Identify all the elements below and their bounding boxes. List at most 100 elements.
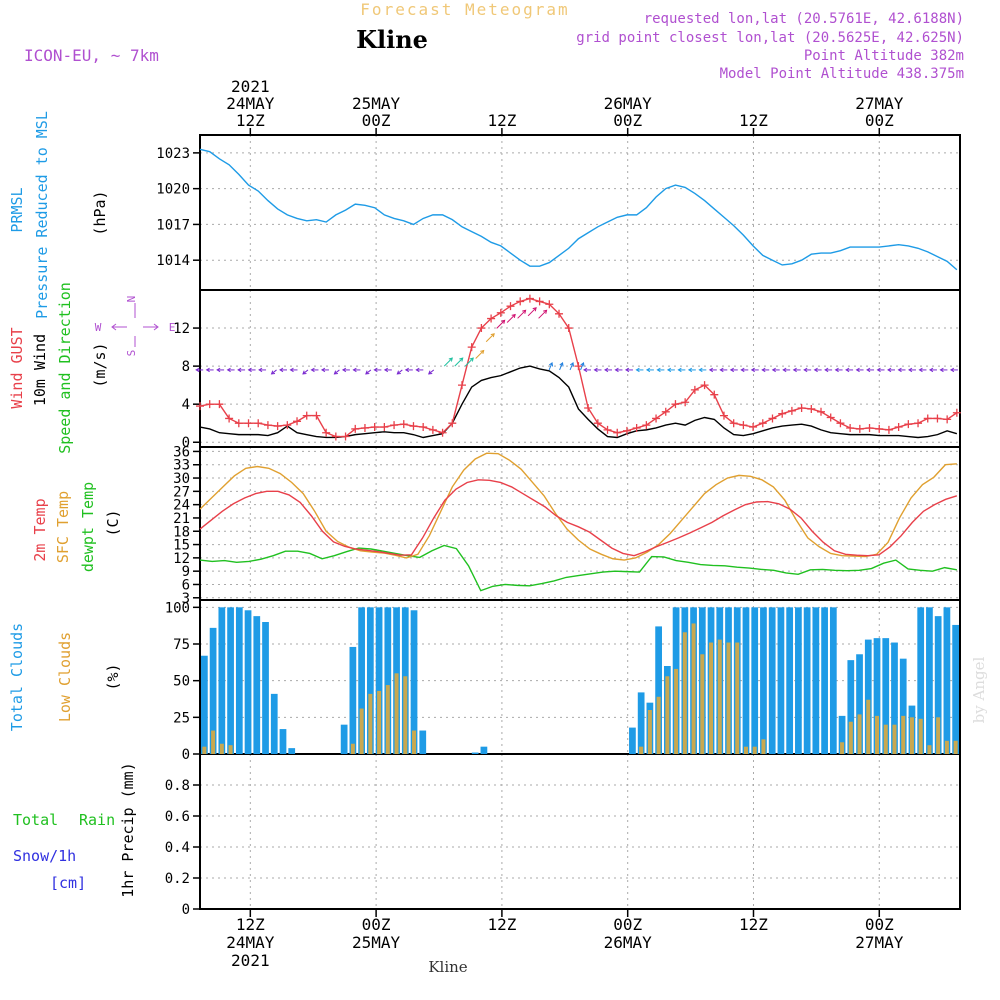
- wind-dir-head: [918, 367, 923, 373]
- low-cloud-bar: [743, 746, 748, 754]
- gust-marker: [836, 419, 845, 428]
- wind-dir-head: [396, 370, 401, 375]
- low-cloud-bar: [377, 690, 382, 754]
- total-cloud-bar: [864, 639, 872, 754]
- total-cloud-bar: [253, 616, 261, 754]
- total-cloud-bar: [751, 607, 759, 754]
- total-cloud-bar: [366, 607, 374, 754]
- temp-dew-label: dewpt Temp: [79, 482, 97, 572]
- total-cloud-bar: [899, 658, 907, 754]
- low-cloud-bar: [717, 639, 722, 754]
- gust-marker: [613, 428, 622, 437]
- total-cloud-bar: [375, 607, 383, 754]
- total-cloud-bar: [235, 607, 243, 754]
- y-tick-label: 0.2: [165, 871, 190, 887]
- footer-location: Kline: [428, 958, 467, 976]
- x-label-bottom: 2021: [231, 951, 270, 970]
- low-cloud-bar: [211, 730, 216, 754]
- gust-marker: [904, 420, 913, 429]
- low-cloud-bar: [918, 718, 923, 754]
- wind-dir-arrow: [334, 369, 340, 375]
- x-label-top: 00Z: [865, 111, 894, 130]
- y-tick-label: 25: [173, 710, 190, 726]
- gust-marker: [351, 424, 360, 433]
- gust-marker: [923, 414, 932, 423]
- wind-dir-head: [729, 367, 735, 373]
- total-cloud-bar: [891, 642, 898, 754]
- gust-marker: [807, 404, 816, 413]
- temp-2m-line: [199, 479, 958, 557]
- gust-marker: [758, 419, 767, 428]
- gust-marker: [865, 423, 874, 432]
- low-cloud-bar: [656, 696, 661, 754]
- gust-marker: [283, 421, 292, 430]
- wind-dir-head: [677, 367, 682, 373]
- gust-marker: [428, 425, 437, 434]
- wind-dir-head: [887, 367, 892, 373]
- low-cloud-bar: [735, 642, 740, 754]
- x-label-bottom: 12Z: [739, 915, 768, 934]
- wind-dir-head: [302, 370, 307, 375]
- gust-marker: [341, 432, 350, 441]
- total-cloud-bar: [270, 693, 278, 754]
- gust-marker: [846, 423, 855, 432]
- wind-dir-head: [352, 367, 357, 373]
- wind-dir-head: [247, 367, 252, 373]
- wind-dir-arrow: [302, 369, 309, 375]
- wind-dir-head: [559, 362, 564, 367]
- pressure-msl-label: Pressure Reduced to MSL: [33, 111, 51, 319]
- low-cloud-bar: [892, 724, 897, 754]
- rain-label: Rain: [79, 811, 115, 829]
- wind-dir-head: [404, 367, 410, 373]
- wind-dir-arrow: [548, 362, 553, 371]
- x-label-bottom: 00Z: [865, 915, 894, 934]
- x-label-top: 12Z: [236, 111, 265, 130]
- gust-marker: [360, 423, 369, 432]
- wind-dir-head: [645, 367, 651, 373]
- wind-dir-head: [604, 367, 609, 373]
- total-cloud-bar: [419, 730, 427, 754]
- gust-marker: [448, 419, 457, 428]
- wind-dir-head: [866, 367, 871, 373]
- model-altitude: Model Point Altitude 438.375m: [720, 66, 964, 82]
- low-cloud-bar: [883, 724, 888, 754]
- gust-marker: [302, 411, 311, 420]
- total-cloud-bar: [480, 746, 488, 754]
- y-tick-label: 1017: [156, 217, 190, 233]
- total-cloud-bar: [760, 607, 767, 754]
- wind-dir-head: [415, 367, 420, 373]
- panel-frame: [199, 134, 961, 291]
- total-clouds-label: Total Clouds: [8, 623, 26, 731]
- wind-dir-head: [289, 367, 294, 373]
- sfc-temp-line: [199, 452, 957, 561]
- wind-dir-head: [908, 367, 913, 373]
- gust-marker: [496, 308, 505, 317]
- gust-marker: [380, 423, 389, 432]
- gust-marker: [525, 294, 534, 303]
- x-label-bottom: 25MAY: [352, 933, 401, 952]
- gust-marker: [933, 414, 942, 423]
- gust-marker: [506, 302, 515, 311]
- y-tick-label: 50: [173, 674, 190, 690]
- gust-marker: [739, 421, 748, 430]
- low-cloud-bar: [752, 746, 757, 754]
- y-tick-label: 0: [182, 435, 190, 451]
- wind-dir-head: [341, 367, 347, 373]
- low-cloud-bar: [936, 717, 941, 754]
- wind-dir-head: [583, 367, 588, 373]
- low-cloud-bar: [665, 676, 670, 754]
- wind-dir-head: [310, 367, 315, 373]
- gust-marker: [768, 414, 777, 423]
- y-tick-label: 21: [173, 511, 190, 527]
- y-tick-label: 6: [182, 577, 190, 593]
- low-cloud-bar: [202, 746, 207, 754]
- gust-marker: [661, 407, 670, 416]
- wind-dir-head: [543, 309, 548, 314]
- gust-marker: [564, 324, 573, 333]
- plot-layer: [195, 148, 961, 754]
- gust-marker: [477, 324, 486, 333]
- wind-dir-head: [698, 367, 703, 373]
- total-cloud-bar: [244, 610, 252, 754]
- y-tick-label: 100: [165, 600, 190, 616]
- gust-marker: [273, 422, 282, 431]
